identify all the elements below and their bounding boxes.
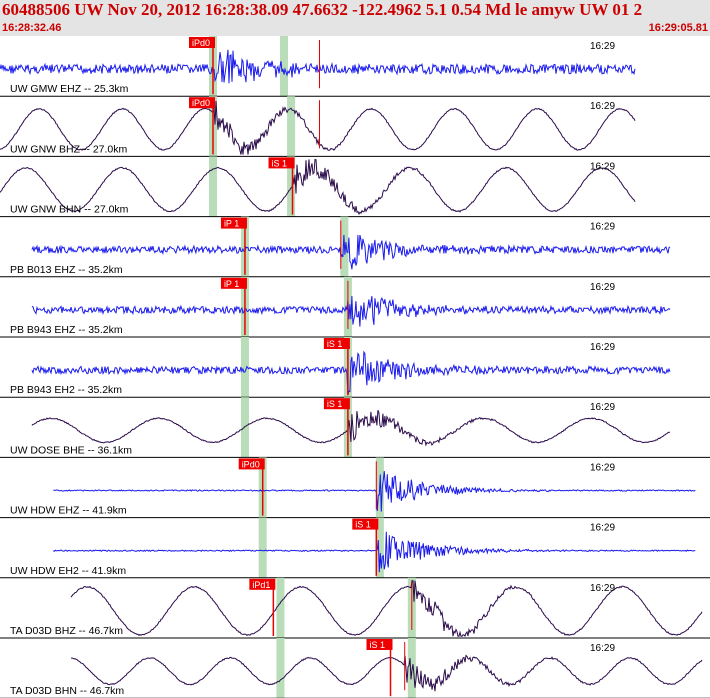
pick-label: iS 1 bbox=[327, 339, 343, 349]
trace-row[interactable]: iS 1 16:29 UW HDW EH2 -- 41.9km bbox=[0, 517, 710, 579]
time-tick-label: 16:29 bbox=[590, 402, 615, 413]
trace-row[interactable]: iPd0 16:29 UW GNW BHZ -- 27.0km bbox=[0, 96, 710, 157]
pick-label: iS 1 bbox=[327, 399, 343, 409]
window-end-time: 16:29:05.81 bbox=[648, 22, 708, 34]
pick-tag[interactable] bbox=[249, 578, 276, 590]
pick-label: iS 1 bbox=[355, 520, 371, 530]
station-label: UW DOSE BHE -- 36.1km bbox=[10, 444, 132, 456]
pick-window bbox=[280, 36, 288, 97]
station-label: PB B013 EHZ -- 35.2km bbox=[10, 264, 123, 276]
pick-tag[interactable] bbox=[238, 458, 265, 470]
window-start-time: 16:28:32.46 bbox=[2, 22, 62, 34]
pick-window bbox=[375, 517, 384, 578]
waveform-trace bbox=[0, 100, 636, 155]
trace-row[interactable]: iP 1 16:29 PB B943 EHZ -- 35.2km bbox=[0, 276, 710, 338]
station-label: TA D03D BHN -- 46.7km bbox=[10, 685, 124, 697]
pick-window bbox=[209, 156, 217, 217]
pick-tag[interactable] bbox=[323, 338, 350, 349]
waveform-trace bbox=[71, 654, 703, 692]
waveform-trace bbox=[0, 158, 636, 216]
pick-tag[interactable] bbox=[366, 639, 393, 650]
trace-row[interactable]: iS 1 16:29 TA D03D BHN -- 46.7km bbox=[0, 638, 710, 698]
waveform-trace bbox=[53, 471, 696, 512]
waveform-trace bbox=[31, 350, 671, 395]
pick-window bbox=[407, 638, 416, 698]
pick-label: iPd1 bbox=[252, 580, 270, 590]
trace-row[interactable]: iPd0 16:29 UW GMW EHZ -- 25.3km bbox=[0, 36, 710, 97]
station-label: UW GNW BHN -- 27.0km bbox=[10, 204, 129, 216]
pick-tag[interactable] bbox=[220, 217, 247, 229]
pick-label: iPd0 bbox=[192, 38, 210, 48]
pick-label: iPd0 bbox=[242, 459, 260, 469]
pick-label: iS 1 bbox=[272, 158, 288, 168]
trace-row[interactable]: iS 1 16:29 PB B943 EH2 -- 35.2km bbox=[0, 337, 710, 398]
station-label: UW GNW BHZ -- 27.0km bbox=[10, 143, 128, 155]
pick-window bbox=[240, 337, 249, 398]
time-tick-label: 16:29 bbox=[590, 462, 615, 473]
waveform-trace bbox=[31, 295, 671, 327]
pick-window bbox=[287, 96, 296, 157]
pick-window bbox=[287, 156, 296, 217]
station-label: TA D03D BHZ -- 46.7km bbox=[10, 625, 123, 637]
pick-window bbox=[276, 577, 285, 638]
station-label: PB B943 EHZ -- 35.2km bbox=[10, 324, 123, 336]
pick-tag[interactable] bbox=[268, 157, 295, 169]
pick-label: iP 1 bbox=[224, 219, 239, 229]
trace-row[interactable]: iS 1 16:29 UW GNW BHN -- 27.0km bbox=[0, 156, 710, 218]
pick-tag[interactable] bbox=[220, 277, 247, 289]
pick-tag[interactable] bbox=[189, 37, 215, 48]
time-tick-label: 16:29 bbox=[590, 41, 615, 52]
time-tick-label: 16:29 bbox=[590, 161, 615, 172]
trace-row[interactable]: iS 1 16:29 UW DOSE BHE -- 36.1km bbox=[0, 397, 710, 458]
time-tick-label: 16:29 bbox=[590, 222, 615, 233]
pick-label: iPd0 bbox=[192, 98, 210, 108]
waveform-trace bbox=[31, 234, 671, 270]
trace-row[interactable]: iPd0 16:29 UW HDW EHZ -- 41.9km bbox=[0, 457, 710, 519]
waveform-trace bbox=[31, 410, 670, 447]
time-tick-label: 16:29 bbox=[590, 342, 615, 353]
pick-window bbox=[240, 397, 249, 458]
station-label: UW HDW EH2 -- 41.9km bbox=[10, 565, 126, 577]
pick-label: iS 1 bbox=[370, 640, 386, 650]
time-tick-label: 16:29 bbox=[590, 101, 615, 112]
time-tick-label: 16:29 bbox=[590, 523, 615, 534]
station-label: UW HDW EHZ -- 41.9km bbox=[10, 505, 127, 517]
station-label: PB B943 EH2 -- 35.2km bbox=[10, 384, 122, 396]
pick-label: iP 1 bbox=[224, 279, 239, 289]
pick-tag[interactable] bbox=[352, 518, 379, 530]
waveform-trace bbox=[53, 531, 696, 573]
trace-row[interactable]: iPd1 16:29 TA D03D BHZ -- 46.7km bbox=[0, 577, 710, 639]
pick-tag[interactable] bbox=[189, 97, 215, 109]
event-header: 60488506 UW Nov 20, 2012 16:28:38.09 47.… bbox=[0, 0, 710, 36]
time-tick-label: 16:29 bbox=[590, 282, 615, 293]
waveform-trace bbox=[0, 49, 636, 84]
waveform-trace bbox=[70, 580, 703, 638]
seismogram-panel[interactable]: iPd0 16:29 UW GMW EHZ -- 25.3km iPd0 16:29 UW… bbox=[0, 36, 710, 698]
station-label: UW GMW EHZ -- 25.3km bbox=[10, 83, 129, 95]
time-tick-label: 16:29 bbox=[590, 643, 615, 654]
pick-window bbox=[276, 638, 285, 698]
pick-window bbox=[258, 517, 267, 578]
pick-tag[interactable] bbox=[323, 398, 350, 410]
trace-row[interactable]: iP 1 16:29 PB B013 EHZ -- 35.2km bbox=[0, 216, 710, 278]
time-tick-label: 16:29 bbox=[590, 583, 615, 594]
event-title: 60488506 UW Nov 20, 2012 16:28:38.09 47.… bbox=[2, 0, 643, 19]
